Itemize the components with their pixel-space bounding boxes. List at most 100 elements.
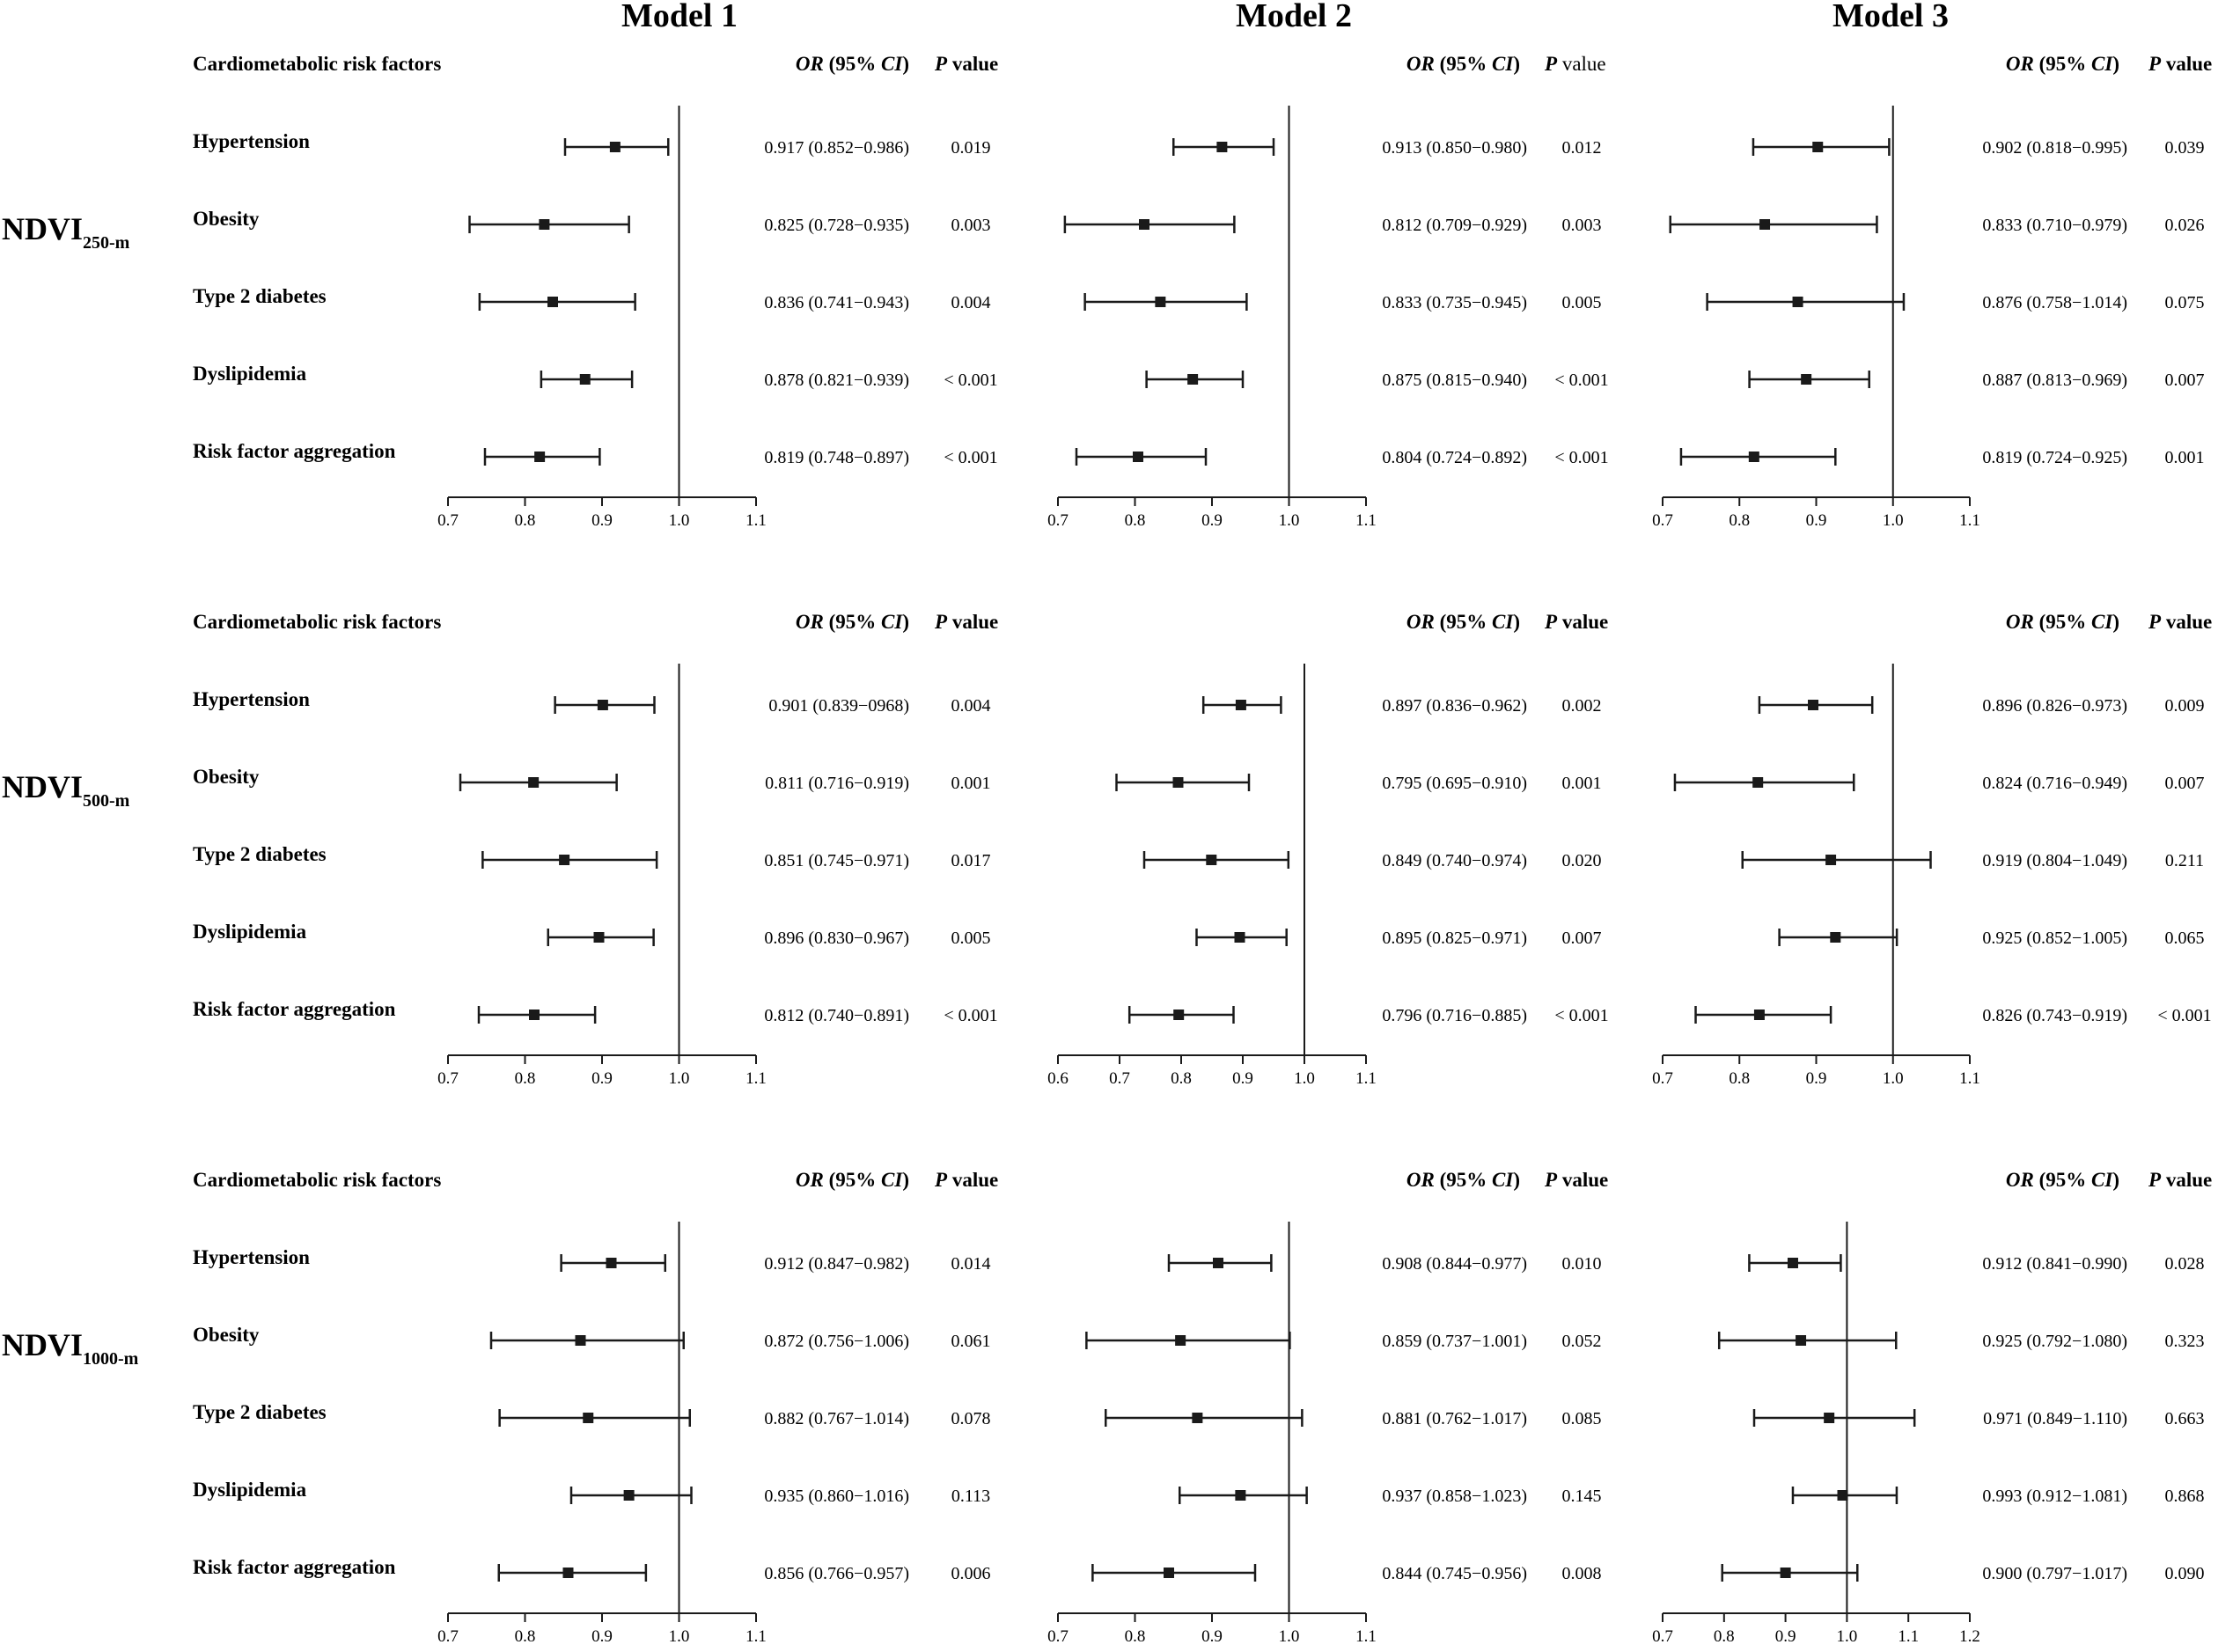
or-point (1801, 374, 1812, 385)
model-title-2: Model 2 (1236, 0, 1352, 34)
or-ci-value: 0.908 (0.844−0.977) (1382, 1254, 1527, 1274)
estimate-row: Hypertension 0.901 (0.839−0968) 0.004 (193, 688, 991, 716)
p-value: 0.001 (2165, 448, 2205, 467)
risk-factor-label: Hypertension (193, 1246, 310, 1268)
exposure-block-500-m: NDVI500-m Cardiometabolic risk factors OR … (2, 611, 2212, 1088)
x-tick-label: 0.8 (515, 1069, 536, 1088)
p-value: 0.039 (2165, 138, 2205, 158)
or-ci-value: 0.971 (0.849−1.110) (1983, 1409, 2127, 1428)
x-tick-label: 1.0 (1279, 511, 1300, 530)
x-tick-label: 1.0 (669, 1069, 690, 1088)
or-point (1216, 142, 1228, 152)
or-point (1192, 1413, 1203, 1423)
x-tick-label: 1.1 (745, 511, 767, 530)
panel-3: OR (95% CI) P value 0.7 0.8 0.9 1.0 1.1 0.896 (… (1652, 611, 2212, 1088)
risk-factor-label: Type 2 diabetes (193, 1401, 327, 1423)
p-value: < 0.001 (1554, 1006, 1608, 1025)
x-tick-label: 0.8 (1714, 1627, 1735, 1646)
p-value: 0.007 (2165, 371, 2205, 390)
p-value: 0.001 (1562, 774, 1602, 793)
p-value: < 0.001 (2157, 1006, 2211, 1025)
x-tick-label: 0.8 (1171, 1069, 1192, 1088)
p-value: 0.014 (951, 1254, 991, 1274)
or-point (1172, 777, 1184, 788)
p-value: 0.004 (951, 293, 991, 312)
p-value: < 0.001 (944, 448, 997, 467)
estimate-row: 0.896 (0.826−0.973) 0.009 (1758, 696, 2205, 716)
risk-factor-label: Dyslipidemia (193, 1479, 307, 1501)
risk-factor-label: Dyslipidemia (193, 363, 307, 385)
model-titles: Model 1 Model 2 Model 3 (621, 0, 1949, 34)
x-tick-label: 0.9 (591, 511, 613, 530)
risk-factor-label: Obesity (193, 1324, 260, 1346)
x-tick-label: 0.7 (1652, 511, 1673, 530)
or-ci-value: 0.896 (0.826−0.973) (1982, 696, 2127, 716)
estimate-row: 0.812 (0.709−0.929) 0.003 (1063, 216, 1602, 235)
or-point (1235, 700, 1246, 710)
or-ci-value: 0.876 (0.758−1.014) (1982, 293, 2127, 312)
p-value: < 0.001 (1554, 448, 1608, 467)
estimate-row: 0.937 (0.858−1.023) 0.145 (1179, 1487, 1602, 1506)
exposure-label: NDVI1000-m (2, 1327, 139, 1369)
p-value-header: P value (1544, 1169, 1608, 1191)
model-title-1: Model 1 (621, 0, 738, 34)
estimate-row: Obesity 0.811 (0.716−0.919) 0.001 (193, 766, 991, 793)
or-point (579, 374, 591, 385)
or-point (1837, 1490, 1848, 1501)
or-ci-value: 0.912 (0.841−0.990) (1982, 1254, 2127, 1274)
or-ci-value: 0.826 (0.743−0.919) (1982, 1006, 2127, 1025)
or-point (1796, 1335, 1807, 1346)
x-tick-label: 1.0 (669, 511, 690, 530)
risk-factor-label: Hypertension (193, 130, 310, 152)
or-ci-header: OR (95% CI) (1406, 1169, 1520, 1191)
or-ci-value: 0.900 (0.797−1.017) (1982, 1564, 2127, 1583)
x-tick-label: 1.0 (669, 1627, 690, 1646)
x-tick-label: 0.7 (1047, 1627, 1069, 1646)
x-tick-label: 1.0 (1279, 1627, 1300, 1646)
exposure-label: NDVI250-m (2, 211, 130, 253)
p-value: 0.145 (1562, 1487, 1602, 1506)
x-tick-label: 0.9 (1806, 1069, 1827, 1088)
p-value: 0.323 (2165, 1332, 2205, 1351)
or-point (1808, 700, 1819, 710)
risk-factor-label: Type 2 diabetes (193, 843, 327, 865)
or-point (534, 452, 546, 462)
p-value: 0.017 (951, 851, 991, 870)
estimate-row: 0.900 (0.797−1.017) 0.090 (1721, 1564, 2205, 1583)
x-tick-label: 0.9 (1806, 511, 1827, 530)
estimate-row: Type 2 diabetes 0.836 (0.741−0.943) 0.004 (193, 285, 991, 312)
panel-2: OR (95% CI) P value 0.7 0.8 0.9 1.0 1.1 0.913 (… (1047, 53, 1609, 530)
or-ci-header: OR (95% CI) (796, 611, 909, 633)
x-tick-label: 1.1 (745, 1627, 767, 1646)
estimate-row: 0.993 (0.912−1.081) 0.868 (1791, 1487, 2205, 1506)
panel-1: Cardiometabolic risk factors OR (95% CI) P… (193, 1169, 998, 1646)
estimate-row: 0.804 (0.724−0.892) < 0.001 (1075, 448, 1609, 467)
or-ci-value: 0.833 (0.710−0.979) (1982, 216, 2127, 235)
x-tick-label: 0.7 (437, 1069, 459, 1088)
p-value: 0.003 (1562, 216, 1602, 235)
panel-2: OR (95% CI) P value 0.6 0.7 0.8 0.9 1.0 1.1 0.89… (1047, 611, 1609, 1088)
estimate-row: 0.875 (0.815−0.940) < 0.001 (1145, 371, 1609, 390)
or-ci-value: 0.819 (0.748−0.897) (764, 448, 909, 467)
x-tick-label: 1.1 (1355, 1069, 1377, 1088)
or-point (528, 777, 540, 788)
or-point (1139, 219, 1149, 230)
exposure-block-1000-m: NDVI1000-m Cardiometabolic risk factors OR… (2, 1169, 2212, 1646)
x-tick-label: 0.7 (1109, 1069, 1130, 1088)
x-tick-label: 0.9 (1775, 1627, 1796, 1646)
x-tick-label: 1.0 (1294, 1069, 1315, 1088)
estimate-row: 0.859 (0.737−1.001) 0.052 (1085, 1332, 1602, 1351)
or-point (575, 1335, 586, 1346)
panel-2: OR (95% CI) P value 0.7 0.8 0.9 1.0 1.1 0.908 (… (1047, 1169, 1608, 1646)
x-tick-label: 1.0 (1883, 511, 1904, 530)
p-value: 0.007 (1562, 929, 1602, 948)
p-value-header: P value (1544, 53, 1606, 75)
estimate-row: Risk factor aggregation 0.819 (0.748−0.89… (193, 440, 998, 467)
or-point (1213, 1258, 1223, 1268)
estimate-row: 0.819 (0.724−0.925) 0.001 (1679, 448, 2205, 467)
p-value: 0.113 (951, 1487, 990, 1506)
x-tick-label: 1.0 (1837, 1627, 1858, 1646)
x-tick-label: 1.1 (1898, 1627, 1919, 1646)
or-ci-value: 0.851 (0.745−0.971) (764, 851, 909, 870)
